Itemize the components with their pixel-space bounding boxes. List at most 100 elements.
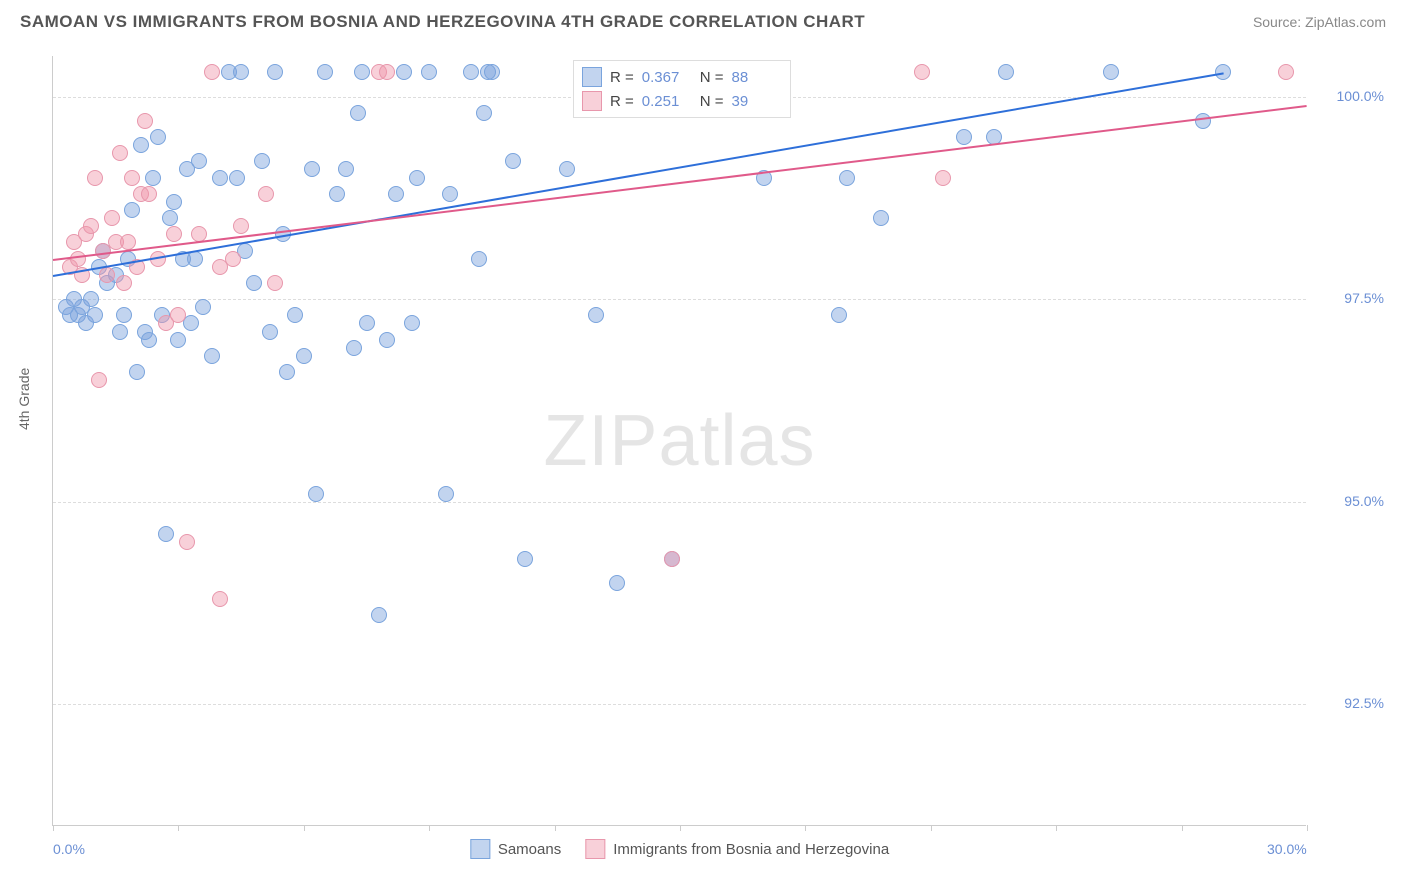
scatter-point [914, 64, 930, 80]
scatter-point [150, 129, 166, 145]
scatter-point [609, 575, 625, 591]
scatter-point [225, 251, 241, 267]
legend-n-value: 39 [732, 93, 782, 110]
scatter-point [233, 218, 249, 234]
scatter-point [396, 64, 412, 80]
ytick-label: 95.0% [1344, 493, 1384, 509]
series-legend-item: Immigrants from Bosnia and Herzegovina [585, 839, 889, 859]
scatter-point [170, 307, 186, 323]
scatter-point [379, 64, 395, 80]
series-legend-item: Samoans [470, 839, 561, 859]
scatter-point [559, 161, 575, 177]
gridline [53, 502, 1306, 503]
scatter-point [116, 307, 132, 323]
scatter-point [204, 64, 220, 80]
scatter-point [442, 186, 458, 202]
xtick [429, 825, 430, 831]
scatter-point [371, 607, 387, 623]
xtick [53, 825, 54, 831]
correlation-legend: R =0.367N =88R =0.251N =39 [573, 60, 791, 118]
scatter-point [254, 153, 270, 169]
xtick-label: 0.0% [53, 841, 85, 857]
xtick [555, 825, 556, 831]
scatter-point [873, 210, 889, 226]
scatter-point [359, 315, 375, 331]
watermark: ZIPatlas [543, 400, 815, 482]
gridline [53, 704, 1306, 705]
legend-row: R =0.251N =39 [582, 89, 782, 113]
scatter-point [267, 275, 283, 291]
scatter-point [379, 332, 395, 348]
scatter-point [956, 129, 972, 145]
scatter-point [112, 324, 128, 340]
scatter-point [308, 486, 324, 502]
scatter-point [476, 105, 492, 121]
legend-swatch [470, 839, 490, 859]
ytick-label: 100.0% [1337, 88, 1384, 104]
xtick [304, 825, 305, 831]
series-legend-label: Immigrants from Bosnia and Herzegovina [613, 841, 889, 858]
scatter-point [505, 153, 521, 169]
scatter-point [350, 105, 366, 121]
legend-swatch [582, 91, 602, 111]
scatter-point [664, 551, 680, 567]
xtick [931, 825, 932, 831]
legend-n-value: 88 [732, 69, 782, 86]
ytick-label: 97.5% [1344, 290, 1384, 306]
scatter-point [354, 64, 370, 80]
scatter-point [91, 372, 107, 388]
xtick [680, 825, 681, 831]
scatter-point [329, 186, 345, 202]
scatter-point [304, 161, 320, 177]
legend-row: R =0.367N =88 [582, 65, 782, 89]
scatter-point [83, 291, 99, 307]
scatter-point [212, 170, 228, 186]
scatter-point [133, 137, 149, 153]
scatter-point [296, 348, 312, 364]
scatter-point [129, 364, 145, 380]
xtick [178, 825, 179, 831]
scatter-point [338, 161, 354, 177]
scatter-point [471, 251, 487, 267]
xtick [805, 825, 806, 831]
chart-title: SAMOAN VS IMMIGRANTS FROM BOSNIA AND HER… [20, 12, 865, 32]
scatter-point [262, 324, 278, 340]
scatter-point [212, 591, 228, 607]
scatter-point [404, 315, 420, 331]
scatter-point [229, 170, 245, 186]
scatter-point [112, 145, 128, 161]
scatter-point [438, 486, 454, 502]
scatter-point [517, 551, 533, 567]
series-legend-label: Samoans [498, 841, 561, 858]
scatter-point [204, 348, 220, 364]
scatter-point [104, 210, 120, 226]
scatter-point [346, 340, 362, 356]
scatter-point [267, 64, 283, 80]
scatter-point [166, 194, 182, 210]
scatter-point [1278, 64, 1294, 80]
legend-swatch [585, 839, 605, 859]
scatter-point [166, 226, 182, 242]
scatter-point [588, 307, 604, 323]
scatter-point [70, 251, 86, 267]
scatter-point [233, 64, 249, 80]
scatter-point [83, 218, 99, 234]
chart-source: Source: ZipAtlas.com [1253, 14, 1386, 30]
scatter-point [195, 299, 211, 315]
series-legend: Samoans Immigrants from Bosnia and Herzeg… [470, 839, 889, 859]
y-axis-label: 4th Grade [16, 368, 32, 430]
legend-n-label: N = [700, 93, 724, 110]
legend-r-value: 0.251 [642, 93, 692, 110]
scatter-point [124, 202, 140, 218]
scatter-point [99, 267, 115, 283]
scatter-point [258, 186, 274, 202]
xtick [1056, 825, 1057, 831]
scatter-point [124, 170, 140, 186]
legend-swatch [582, 67, 602, 87]
scatter-point [116, 275, 132, 291]
scatter-point [162, 210, 178, 226]
scatter-chart: ZIPatlas 92.5%95.0%97.5%100.0%0.0%30.0%R… [52, 56, 1306, 826]
scatter-point [831, 307, 847, 323]
scatter-point [87, 307, 103, 323]
scatter-point [158, 526, 174, 542]
